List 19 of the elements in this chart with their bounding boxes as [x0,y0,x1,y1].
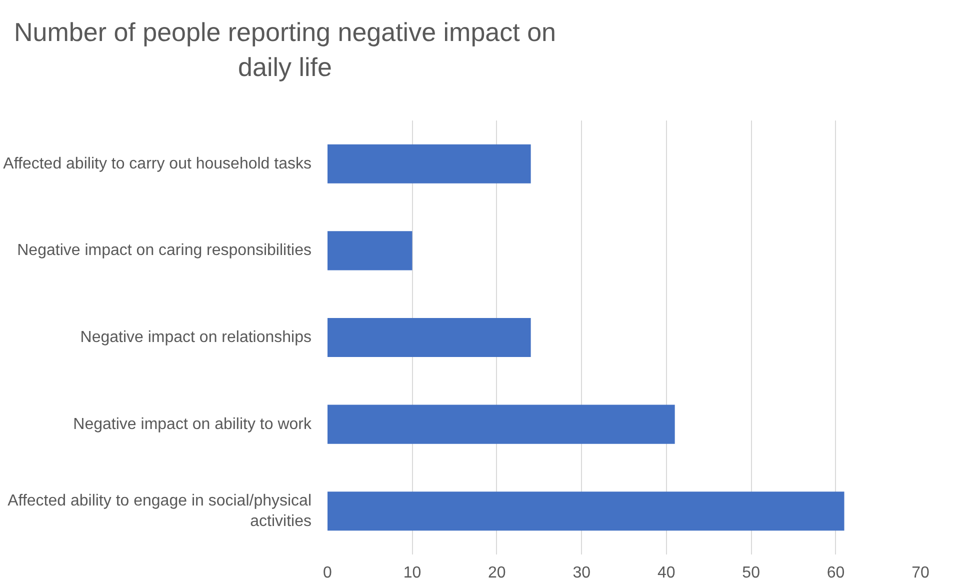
chart-title: Number of people reporting negative impact on daily life [13,16,557,84]
x-tick-label: 70 [912,564,930,578]
bar [328,318,531,358]
x-tick-label: 0 [323,564,332,578]
x-tick-label: 50 [742,564,760,578]
bar [328,231,412,270]
y-tick-label: Affected ability to carry out household tasks [3,155,312,172]
x-tick-label: 30 [572,564,591,578]
y-tick-label: Negative impact on relationships [80,329,312,346]
x-tick-label: 10 [403,564,422,578]
x-tick-label: 60 [826,564,845,578]
x-tick-label: 40 [657,564,676,578]
bar [328,492,844,531]
y-tick-label: Negative impact on caring responsibilities [17,242,312,260]
x-tick-label: 20 [488,564,506,578]
y-tick-label: Negative impact on ability to work [73,416,312,433]
bar [328,404,675,444]
y-tick-label: Affected ability to engage in social/physical activities [8,492,312,530]
bar [328,144,531,184]
